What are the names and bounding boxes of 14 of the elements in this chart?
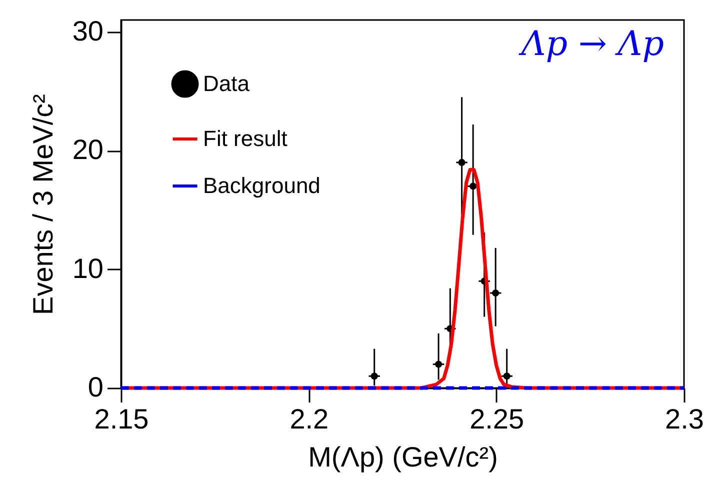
x-tick-label: 2.15 xyxy=(94,404,149,434)
y-tick-label: 20 xyxy=(72,134,104,166)
x-tick-label: 2.25 xyxy=(470,404,524,434)
y-tick-label: 30 xyxy=(72,15,104,46)
x-tick-label: 2.2 xyxy=(290,404,329,434)
y-axis-title: Events / 3 MeV/c² xyxy=(27,94,58,315)
x-axis-title: M(Λp) (GeV/c²) xyxy=(308,442,498,472)
annotation: Λp → Λp xyxy=(518,24,664,64)
x-tick-label: 2.3 xyxy=(665,404,704,434)
legend-label: Background xyxy=(203,173,320,198)
y-tick-label: 10 xyxy=(72,252,104,284)
y-tick-label: 0 xyxy=(88,372,104,402)
legend-label: Fit result xyxy=(203,126,288,151)
legend-label: Data xyxy=(203,71,250,96)
